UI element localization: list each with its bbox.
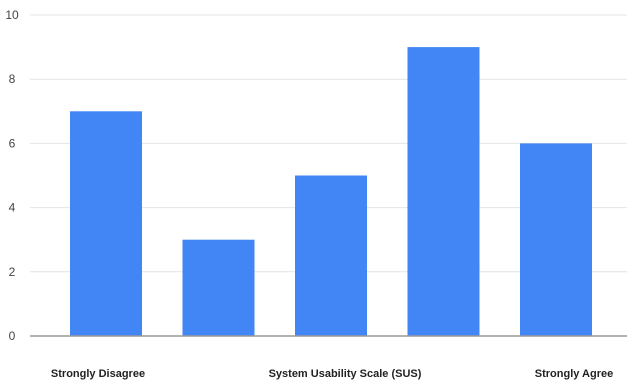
- bars: [70, 47, 592, 336]
- y-tick-label: 2: [9, 265, 16, 279]
- bar: [407, 47, 480, 336]
- x-caption-left: Strongly Disagree: [51, 368, 145, 380]
- y-tick-label: 4: [9, 201, 16, 215]
- bar: [182, 239, 255, 336]
- bar: [295, 175, 367, 336]
- y-tick-label: 6: [9, 136, 16, 150]
- x-axis-title: System Usability Scale (SUS): [269, 368, 422, 380]
- x-caption-right: Strongly Agree: [535, 368, 613, 380]
- bar: [520, 143, 592, 336]
- y-tick-label: 10: [5, 8, 19, 22]
- y-tick-label: 8: [9, 72, 16, 86]
- y-tick-label: 0: [9, 329, 16, 343]
- bar: [70, 111, 142, 336]
- y-axis-tick-labels: 0 2 4 6 8 10: [5, 8, 19, 343]
